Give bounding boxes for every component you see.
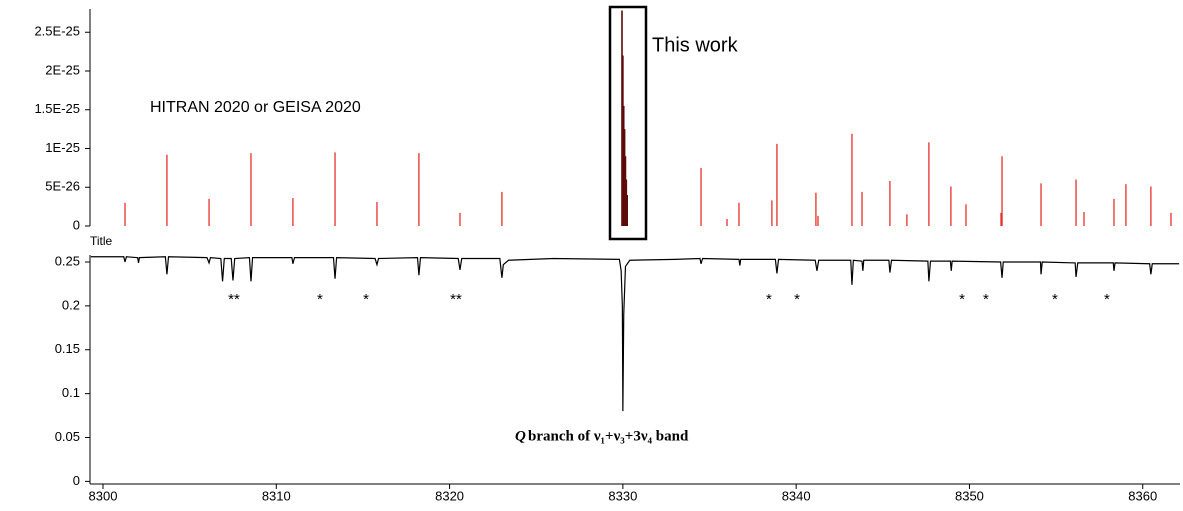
- y-tick-label: 0: [73, 473, 80, 488]
- x-tick-label: 8320: [435, 488, 464, 503]
- x-tick-label: 8330: [608, 488, 637, 503]
- x-tick-label: 8300: [89, 488, 118, 503]
- y-tick-label: 0.2: [62, 297, 80, 312]
- band-label: branch of ν₁+ν₃+3ν₄ band: [528, 428, 689, 444]
- x-tick-label: 8340: [782, 488, 811, 503]
- spectrum-line: [90, 256, 1180, 412]
- annotation: *: [1104, 291, 1110, 308]
- annotation: *: [1052, 291, 1058, 308]
- annotation: *: [794, 291, 800, 308]
- x-tick-label: 8310: [262, 488, 291, 503]
- annotation: *: [766, 291, 772, 308]
- y-tick-label: 2E-25: [45, 62, 80, 77]
- annotation: *: [363, 291, 369, 308]
- y-tick-label: 1.5E-25: [34, 101, 80, 116]
- band-symbol: Q: [515, 428, 526, 444]
- y-tick-label: 0.1: [62, 385, 80, 400]
- annotation: *: [983, 291, 989, 308]
- x-tick-label: 8360: [1128, 488, 1157, 503]
- highlight-box: [608, 5, 648, 241]
- y-tick-label: 1E-25: [45, 140, 80, 155]
- annotation: *: [317, 291, 323, 308]
- series-label: HITRAN 2020 or GEISA 2020: [150, 99, 361, 116]
- annotation: **: [450, 291, 462, 308]
- y-tick-label: 0.05: [55, 429, 80, 444]
- y-tick-label: 5E-26: [45, 179, 80, 194]
- y-tick-label: 0: [73, 217, 80, 232]
- annotation: **: [228, 291, 240, 308]
- y-tick-label: 2.5E-25: [34, 24, 80, 39]
- y-tick-label: 0.25: [55, 253, 80, 268]
- panel-title: Title: [90, 234, 113, 248]
- y-tick-label: 0.15: [55, 341, 80, 356]
- series-label: This work: [652, 34, 739, 56]
- x-tick-label: 8350: [955, 488, 984, 503]
- annotation: *: [959, 291, 965, 308]
